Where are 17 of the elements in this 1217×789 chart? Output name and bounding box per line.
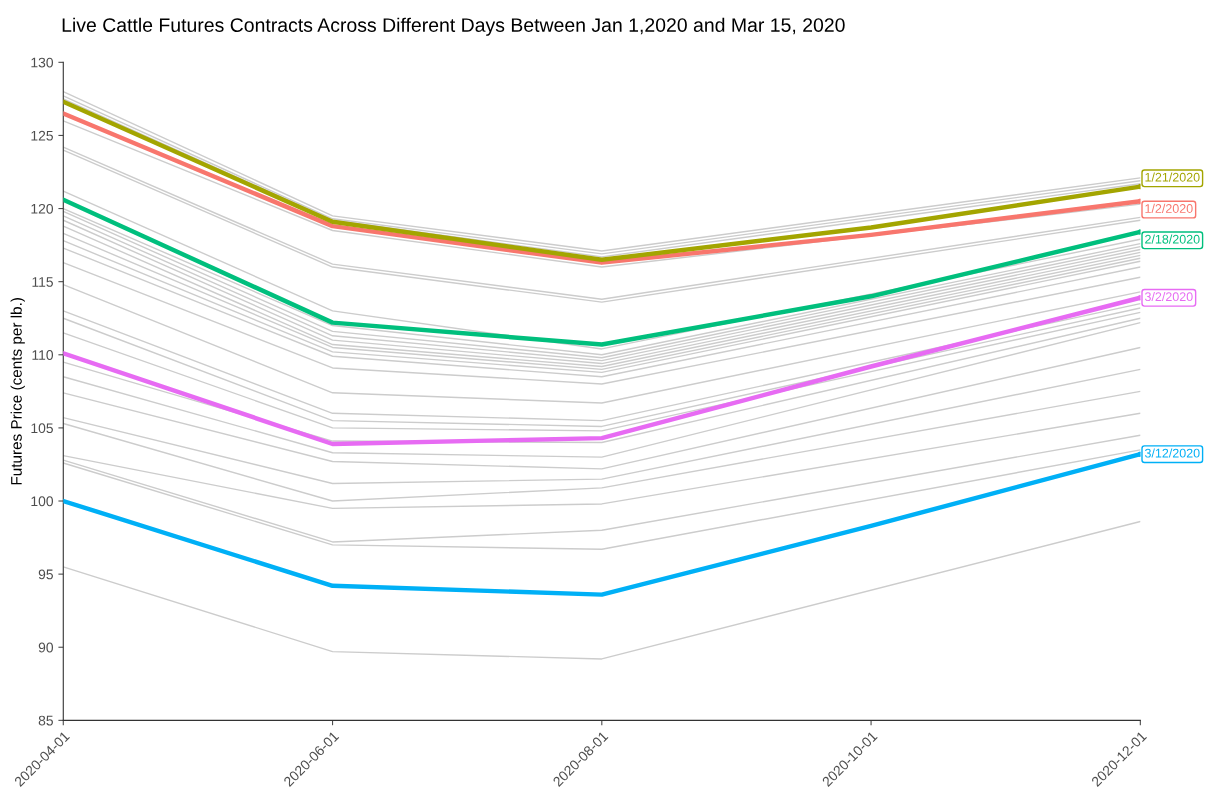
y-tick-label: 90: [38, 642, 54, 653]
y-tick-label: 85: [38, 715, 53, 726]
chart-title: Live Cattle Futures Contracts Across Different Days Between Jan 1,2020 and Mar 15, 2020: [62, 17, 845, 36]
y-tick-label: 110: [32, 350, 54, 360]
y-tick-label: 130: [31, 57, 54, 68]
y-tick-label: 115: [32, 277, 53, 287]
y-tick-label: 95: [38, 569, 53, 580]
y-tick-label: 125: [31, 130, 53, 141]
y-tick-label: 100: [31, 496, 54, 507]
y-tick-label: 120: [31, 203, 54, 214]
series-label: 2/18/2020: [1145, 234, 1200, 244]
y-tick-label: 105: [31, 423, 53, 434]
series-label: 1/2/2020: [1145, 203, 1193, 213]
y-axis-title: Futures Price (cents per lb.): [10, 298, 25, 485]
series-label: 3/2/2020: [1144, 291, 1193, 302]
series-label: 1/21/2020: [1145, 172, 1200, 182]
series-label: 3/12/2020: [1144, 448, 1200, 458]
